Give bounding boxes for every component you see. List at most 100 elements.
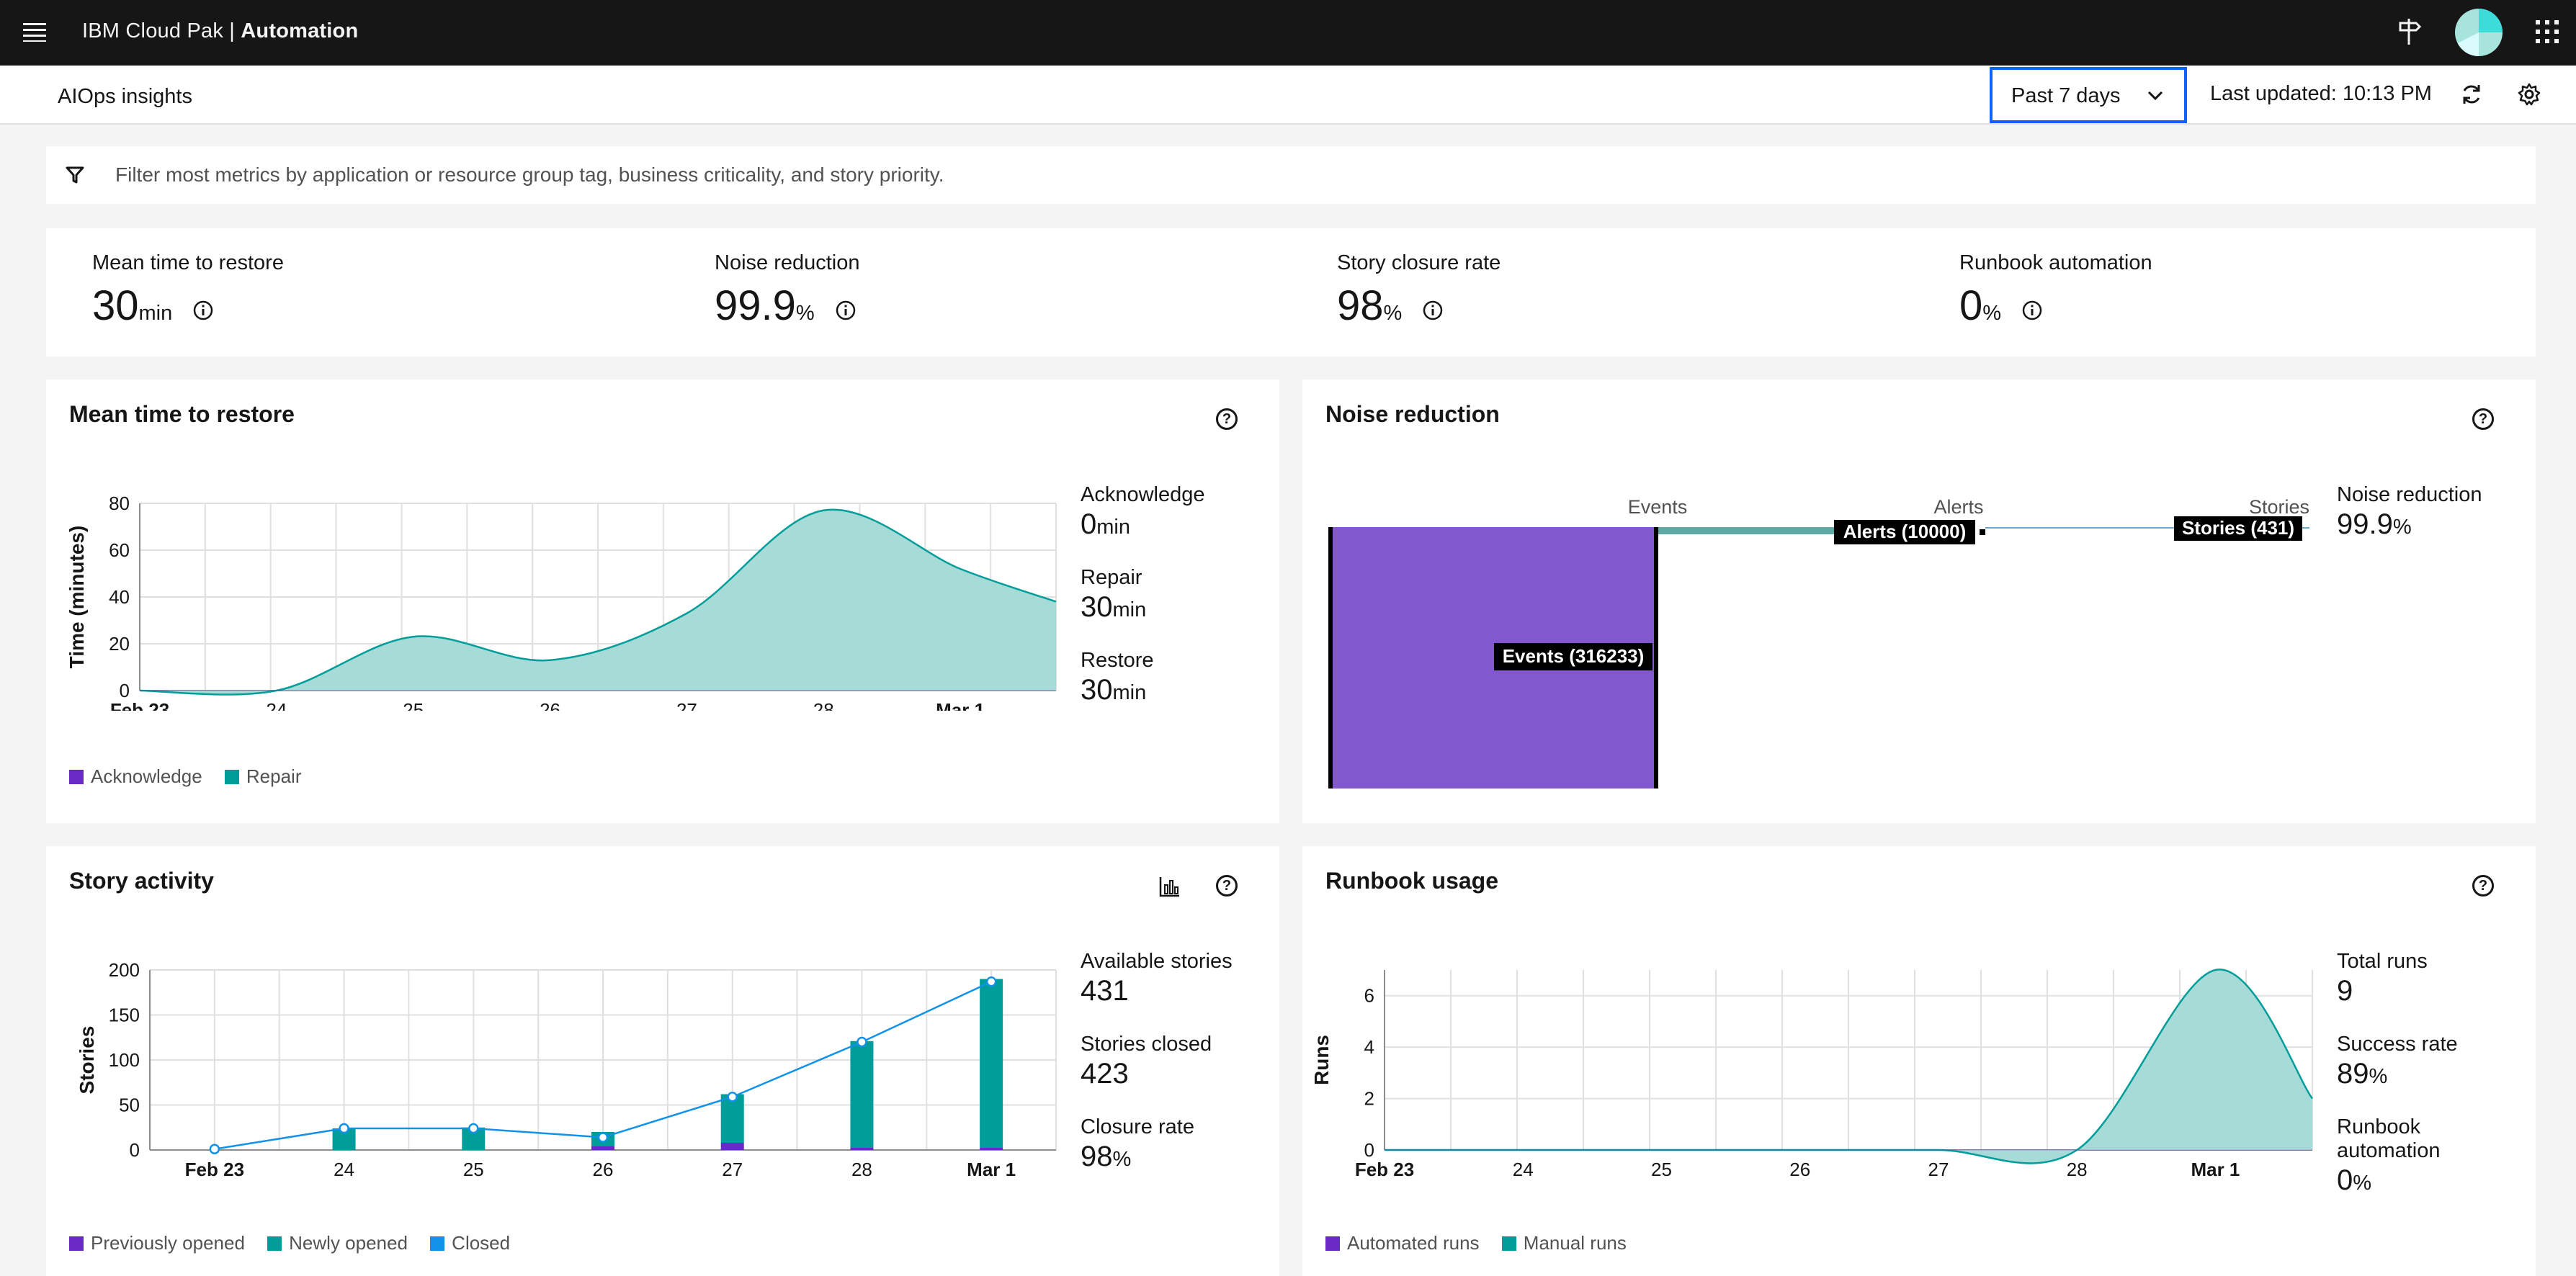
kpi-unit: % <box>795 302 815 325</box>
metric-label: Noise reduction <box>2337 483 2482 506</box>
legend-item[interactable]: Automated runs <box>1325 1232 1480 1254</box>
y-tick-label: 100 <box>109 1049 140 1071</box>
line-series-repair <box>139 508 1057 696</box>
x-tick-label: 26 <box>540 699 560 711</box>
help-icon[interactable]: ? <box>2472 408 2494 430</box>
sankey-flow-events-alerts[interactable] <box>1658 527 1843 534</box>
y-axis-title: Runs <box>1310 1035 1333 1085</box>
noise-sankey: Events Alerts Stories Events (316233) Al… <box>1328 496 2309 788</box>
legend-label: Previously opened <box>91 1232 245 1254</box>
metric-label: Closure rate <box>1081 1115 1194 1138</box>
area-series-manual-runs <box>1385 969 2312 1164</box>
help-icon[interactable]: ? <box>1216 875 1238 897</box>
metric-label: Total runs <box>2337 950 2428 973</box>
legend-swatch <box>69 770 84 784</box>
metric-repair: Repair 30min <box>1081 566 1205 627</box>
point-closed <box>985 976 997 987</box>
x-tick-label: 28 <box>813 699 834 711</box>
metric-value: 423 <box>1081 1058 1129 1089</box>
filter-bar[interactable]: Filter most metrics by application or re… <box>46 146 2536 204</box>
metric-success-rate: Success rate 89% <box>2337 1033 2474 1094</box>
hamburger-menu-icon[interactable] <box>23 22 46 42</box>
kpi-value: 98 <box>1337 282 1384 329</box>
sankey-alerts-label-bg <box>1834 520 1975 544</box>
sankey-events-label: Events (316233) <box>1503 645 1645 667</box>
date-range-value: Past 7 days <box>2011 84 2121 107</box>
kpi-value: 0 <box>1959 282 1983 329</box>
metric-restore: Restore 30min <box>1081 649 1205 710</box>
date-range-dropdown[interactable]: Past 7 days <box>1990 67 2187 123</box>
kpi-label: Mean time to restore <box>92 251 284 274</box>
line-series-manual-runs <box>1385 969 2313 1164</box>
kpi-unit: min <box>138 302 173 325</box>
legend-item[interactable]: Newly opened <box>267 1232 408 1254</box>
point-closed <box>339 1123 349 1134</box>
x-tick-label: 28 <box>851 1159 872 1177</box>
kpi-value: 99.9 <box>715 282 796 329</box>
legend-item[interactable]: Closed <box>430 1232 510 1254</box>
point-closed <box>727 1092 738 1102</box>
y-tick-label: 4 <box>1364 1036 1374 1058</box>
sankey-events-label-bg <box>1494 643 1653 670</box>
bar-previously-opened <box>980 1147 1003 1150</box>
bar-newly-opened <box>980 979 1003 1148</box>
settings-gear-icon[interactable] <box>2517 82 2541 107</box>
info-icon[interactable] <box>192 300 214 321</box>
top-header: IBM Cloud Pak | Automation <box>0 0 2576 66</box>
signpost-icon[interactable] <box>2396 17 2422 46</box>
sankey-alerts-label: Alerts (10000) <box>1843 521 1967 542</box>
x-tick-label: 25 <box>463 1159 484 1177</box>
legend-swatch <box>430 1236 445 1251</box>
info-icon[interactable] <box>1422 300 1444 321</box>
legend-item[interactable]: Acknowledge <box>69 765 202 787</box>
metric-unit: % <box>2353 1172 2372 1195</box>
y-tick-label: 2 <box>1364 1088 1374 1110</box>
bar-previously-opened <box>850 1147 874 1150</box>
legend-label: Acknowledge <box>91 765 202 787</box>
legend-item[interactable]: Repair <box>224 765 301 787</box>
kpi-noise-reduction: Noise reduction 99.9% <box>715 251 860 336</box>
help-icon[interactable]: ? <box>1216 408 1238 430</box>
info-icon[interactable] <box>835 300 857 321</box>
y-tick-label: 40 <box>109 586 130 608</box>
sankey-alerts-node[interactable] <box>1980 529 1985 535</box>
card-title: Story activity <box>69 868 214 894</box>
user-avatar[interactable] <box>2455 9 2503 56</box>
x-tick-label: 27 <box>722 1159 743 1177</box>
chevron-down-icon <box>2147 91 2163 101</box>
brand-product: Automation <box>241 19 359 42</box>
help-icon[interactable]: ? <box>2472 875 2494 897</box>
metric-value: 30 <box>1081 591 1113 623</box>
bar-previously-opened <box>591 1146 614 1150</box>
refresh-icon[interactable] <box>2459 82 2484 107</box>
legend-label: Automated runs <box>1347 1232 1480 1254</box>
legend-item[interactable]: Manual runs <box>1501 1232 1627 1254</box>
app-switcher-icon[interactable] <box>2534 19 2560 45</box>
bar-previously-opened <box>720 1143 744 1150</box>
point-closed <box>209 1144 220 1154</box>
card-runbook-usage: Runbook usage ? 0 2 4 6 Feb 23 24 25 26 27 28 Mar … <box>1302 846 2536 1276</box>
card-title: Mean time to restore <box>69 401 295 427</box>
product-name[interactable]: IBM Cloud Pak | Automation <box>82 19 358 43</box>
noise-metrics: Noise reduction 99.9% <box>2337 483 2482 566</box>
y-tick-label: 80 <box>109 493 130 514</box>
bar-chart-toggle-icon[interactable] <box>1158 875 1181 898</box>
info-icon[interactable] <box>2021 300 2043 321</box>
legend-item[interactable]: Previously opened <box>69 1232 245 1254</box>
y-tick-label: 200 <box>109 959 140 981</box>
metric-noise-reduction: Noise reduction 99.9% <box>2337 483 2482 544</box>
metric-unit: % <box>1112 1148 1132 1171</box>
story-metrics: Available stories 431 Stories closed 423 C… <box>1081 950 1233 1198</box>
y-axis-title: Stories <box>76 1026 98 1095</box>
metric-value: 89 <box>2337 1058 2369 1089</box>
metric-total-runs: Total runs 9 <box>2337 950 2474 1011</box>
metric-value: 431 <box>1081 975 1129 1007</box>
y-tick-label: 150 <box>109 1005 140 1026</box>
metric-value: 0 <box>1081 508 1097 540</box>
card-title: Noise reduction <box>1325 401 1500 427</box>
x-tick-label: 24 <box>266 699 287 711</box>
legend-label: Newly opened <box>289 1232 408 1254</box>
sankey-events-left-edge <box>1328 527 1333 788</box>
metric-label: Stories closed <box>1081 1033 1212 1056</box>
